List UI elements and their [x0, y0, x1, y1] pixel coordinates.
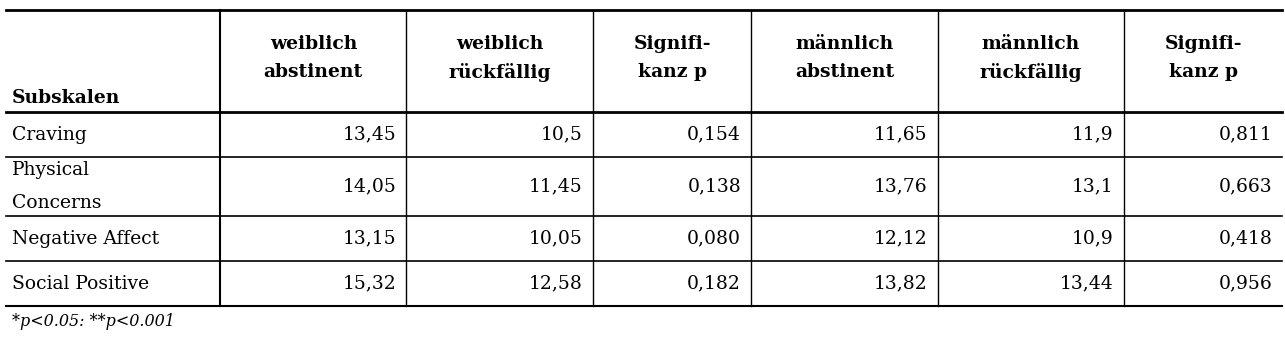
Text: abstinent: abstinent [795, 63, 894, 81]
Text: 10,5: 10,5 [541, 126, 582, 144]
Text: 10,9: 10,9 [1072, 230, 1114, 248]
Text: Signifi-: Signifi- [634, 35, 711, 53]
Text: 10,05: 10,05 [528, 230, 582, 248]
Text: 13,76: 13,76 [874, 177, 928, 196]
Text: weiblich: weiblich [456, 35, 544, 53]
Text: 13,15: 13,15 [343, 230, 396, 248]
Text: Concerns: Concerns [12, 194, 102, 212]
Text: Social Positive: Social Positive [12, 274, 149, 292]
Text: 12,12: 12,12 [874, 230, 928, 248]
Text: kanz p: kanz p [1168, 63, 1237, 81]
Text: *p<0.05: **p<0.001: *p<0.05: **p<0.001 [12, 313, 175, 330]
Text: 11,65: 11,65 [874, 126, 928, 144]
Text: rückfällig: rückfällig [448, 63, 551, 82]
Text: 11,45: 11,45 [528, 177, 582, 196]
Text: abstinent: abstinent [263, 63, 362, 81]
Text: 0,080: 0,080 [687, 230, 741, 248]
Text: 12,58: 12,58 [528, 274, 582, 292]
Text: rückfällig: rückfällig [979, 63, 1082, 82]
Text: 13,45: 13,45 [342, 126, 396, 144]
Text: 14,05: 14,05 [342, 177, 396, 196]
Text: 0,418: 0,418 [1218, 230, 1272, 248]
Text: Craving: Craving [12, 126, 86, 144]
Text: weiblich: weiblich [270, 35, 357, 53]
Text: 15,32: 15,32 [342, 274, 396, 292]
Text: 0,154: 0,154 [687, 126, 741, 144]
Text: 0,956: 0,956 [1218, 274, 1272, 292]
Text: 0,182: 0,182 [687, 274, 741, 292]
Text: männlich: männlich [982, 35, 1079, 53]
Text: 11,9: 11,9 [1072, 126, 1114, 144]
Text: Physical: Physical [12, 161, 90, 179]
Text: 0,663: 0,663 [1218, 177, 1272, 196]
Text: 0,138: 0,138 [687, 177, 741, 196]
Text: 0,811: 0,811 [1218, 126, 1272, 144]
Text: männlich: männlich [795, 35, 893, 53]
Text: kanz p: kanz p [637, 63, 707, 81]
Text: Signifi-: Signifi- [1164, 35, 1241, 53]
Text: Subskalen: Subskalen [12, 89, 120, 107]
Text: 13,44: 13,44 [1060, 274, 1114, 292]
Text: Negative Affect: Negative Affect [12, 230, 158, 248]
Text: 13,82: 13,82 [874, 274, 928, 292]
Text: 13,1: 13,1 [1072, 177, 1114, 196]
